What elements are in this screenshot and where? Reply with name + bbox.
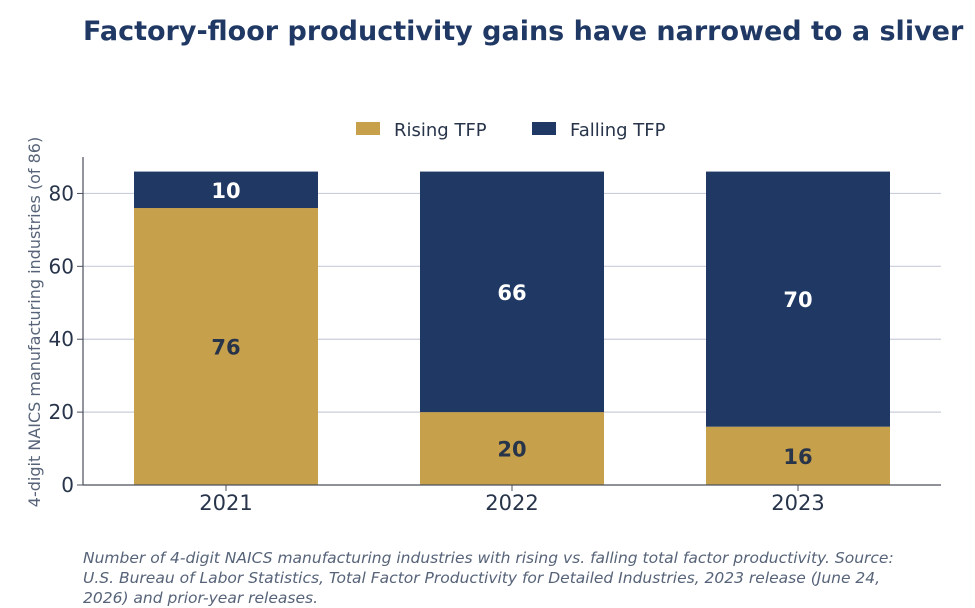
x-tick-label: 2023: [771, 491, 824, 515]
bar-segment: [706, 426, 890, 485]
legend-swatch: [356, 122, 380, 135]
bar-value-label: 66: [497, 281, 526, 305]
y-tick-label: 80: [49, 181, 74, 205]
bar-value-label: 20: [497, 438, 526, 462]
bar-labels: 76 10 20 66 16 70: [211, 179, 812, 469]
legend-label: Rising TFP: [394, 120, 487, 141]
chart-caption: Number of 4-digit NAICS manufacturing in…: [83, 549, 894, 607]
axes: 0 20 40 60 80 2021 2022 2023: [49, 157, 941, 515]
bars: [134, 171, 890, 485]
bar-segment: [706, 171, 890, 427]
y-tick-label: 40: [49, 327, 74, 351]
bar-segment: [134, 171, 318, 209]
bar-value-label: 16: [783, 445, 812, 469]
legend-label: Falling TFP: [570, 120, 666, 141]
bar-segment: [420, 171, 604, 413]
y-tick-label: 0: [61, 473, 74, 497]
y-axis-label: 4-digit NAICS manufacturing industries (…: [25, 137, 44, 507]
bar-segment: [134, 208, 318, 485]
y-tick-label: 60: [49, 254, 74, 278]
legend-swatch: [532, 122, 556, 135]
y-tick-label: 20: [49, 400, 74, 424]
bar-value-label: 10: [211, 179, 240, 203]
bar-segment: [420, 412, 604, 485]
chart-title: Factory-floor productivity gains have na…: [83, 16, 964, 47]
stacked-bar-chart: 76 10 20 66 16 70 0 20 40 60 80 2021 2022 2023 Risin…: [25, 120, 941, 515]
legend: Rising TFP Falling TFP: [356, 120, 666, 141]
x-tick-label: 2022: [485, 491, 538, 515]
bar-value-label: 76: [211, 336, 240, 360]
x-tick-label: 2021: [199, 491, 252, 515]
bar-value-label: 70: [783, 288, 812, 312]
